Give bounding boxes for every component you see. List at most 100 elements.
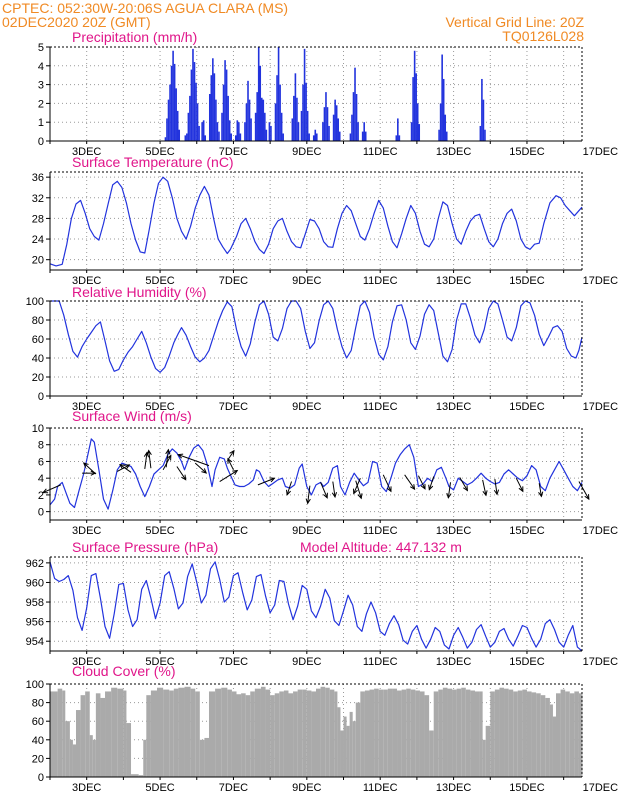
cloud-bar: [374, 688, 379, 777]
xtick-label: 5DEC: [145, 401, 174, 413]
precip-bar: [222, 84, 225, 141]
cloud-bar: [138, 775, 144, 777]
cloud-bar: [499, 687, 505, 777]
wind-arrow: [578, 481, 590, 501]
precip-bar: [268, 122, 271, 141]
run-date: 02DEC2020 20Z (GMT): [2, 14, 151, 30]
cloud-bar: [184, 686, 191, 777]
xtick-label: 9DEC: [292, 525, 321, 537]
wind-arrow: [493, 478, 500, 496]
ytick-label: 100: [26, 296, 44, 308]
cloud-bar: [447, 688, 453, 777]
precip-bar: [316, 133, 318, 141]
precip-bar: [306, 110, 309, 141]
precip-bar: [245, 103, 248, 141]
xtick-label: 7DEC: [219, 275, 248, 287]
ytick-label: 10: [32, 423, 44, 435]
cloud-bar: [297, 689, 303, 777]
precip-bar: [297, 122, 300, 141]
cloud-bar: [569, 693, 575, 777]
pressure-panel: 954 956 958 960 962 3DEC 5DEC 7DEC 9DEC 11DEC 13DE…: [26, 556, 618, 668]
xtick-label: 11DEC: [363, 525, 398, 537]
precip-bar: [166, 118, 168, 141]
precip-bar: [178, 129, 181, 141]
station-header: CPTEC: 052:30W-20:06S AGUA CLARA (MS): [2, 0, 289, 16]
cloud-bar: [346, 725, 350, 777]
cloud-bar: [190, 688, 196, 777]
ytick-label: 2: [38, 490, 44, 502]
cloud-bar: [456, 688, 462, 777]
ytick-label: 3: [38, 80, 44, 92]
precip-bar: [195, 82, 197, 141]
wind-arrow: [305, 485, 311, 505]
precip-bar: [247, 80, 249, 141]
precip-bar: [279, 84, 281, 141]
precip-bar: [208, 94, 211, 141]
precip-bar: [176, 110, 179, 141]
cloud-bar: [250, 691, 255, 777]
cloud-bar: [504, 688, 509, 777]
precip-bar: [169, 84, 171, 141]
cloud-bar: [485, 725, 491, 777]
cloud-bar: [320, 686, 326, 777]
ytick-label: 80: [32, 698, 44, 710]
precip-bar: [257, 47, 260, 141]
ytick-label: 60: [32, 716, 44, 728]
xtick-label: 11DEC: [363, 275, 398, 287]
precip-bar: [326, 107, 329, 141]
wind-arrow: [538, 483, 544, 498]
ytick-label: 2: [38, 98, 44, 110]
precip-bar: [322, 122, 324, 141]
cloud-bar: [360, 691, 365, 777]
ytick-label: 0: [38, 507, 44, 519]
precip-bar: [248, 99, 251, 141]
xtick-label: 9DEC: [292, 146, 321, 158]
precip-bar: [244, 122, 246, 141]
precip-bar: [184, 135, 187, 141]
ytick-label: 954: [26, 636, 44, 648]
precip-bar: [352, 92, 355, 141]
cloud-bar: [306, 690, 312, 777]
cloud-bar: [355, 702, 361, 777]
cloud-bar: [383, 689, 388, 777]
precip-bar: [262, 99, 265, 141]
wind-arrow: [515, 477, 524, 493]
cloud-bar: [117, 688, 124, 777]
xtick-label: 15DEC: [509, 656, 545, 668]
precip-bar: [361, 131, 364, 141]
precip-bar: [300, 110, 303, 141]
cloud-bar: [65, 721, 70, 777]
xtick-label: 9DEC: [292, 275, 321, 287]
cloud-bar: [288, 693, 294, 777]
wind-arrow: [331, 481, 338, 499]
precip-bar: [416, 103, 419, 141]
precip-bar: [337, 118, 340, 141]
precip-bar: [415, 73, 417, 141]
precip-bar: [234, 135, 237, 141]
ytick-label: 962: [26, 558, 44, 570]
wind-arrow: [165, 448, 171, 468]
vertical-grid-note: Vertical Grid Line: 20Z: [445, 14, 584, 30]
precip-bar: [270, 125, 272, 141]
xtick-label: 13DEC: [436, 782, 472, 794]
precip-bar: [224, 60, 226, 141]
precip-bar: [198, 125, 200, 141]
precip-bar: [280, 112, 283, 141]
precip-bar: [325, 92, 327, 141]
ytick-label: 5: [38, 42, 44, 54]
cloud-bar: [352, 721, 356, 777]
cloud-bar: [574, 691, 579, 777]
cloud-bar: [105, 691, 112, 777]
cloud-bar: [279, 691, 284, 777]
temp-panel: 20 24 28 32 36 3DEC 5DEC 7DEC 9DEC 11DEC 13DEC 15DE…: [32, 171, 618, 287]
cloud-bar: [545, 697, 550, 777]
precip-bar: [202, 120, 205, 141]
xtick-label: 5DEC: [145, 525, 174, 537]
xtick-label: 13DEC: [436, 656, 472, 668]
wind-arrow: [482, 479, 488, 497]
cloud-title: Cloud Cover (%): [72, 663, 175, 679]
cloud-bar: [479, 691, 483, 777]
temp-title: Surface Temperature (nC): [72, 154, 234, 170]
cloud-bar: [123, 690, 127, 777]
cloud-bar: [461, 687, 466, 777]
